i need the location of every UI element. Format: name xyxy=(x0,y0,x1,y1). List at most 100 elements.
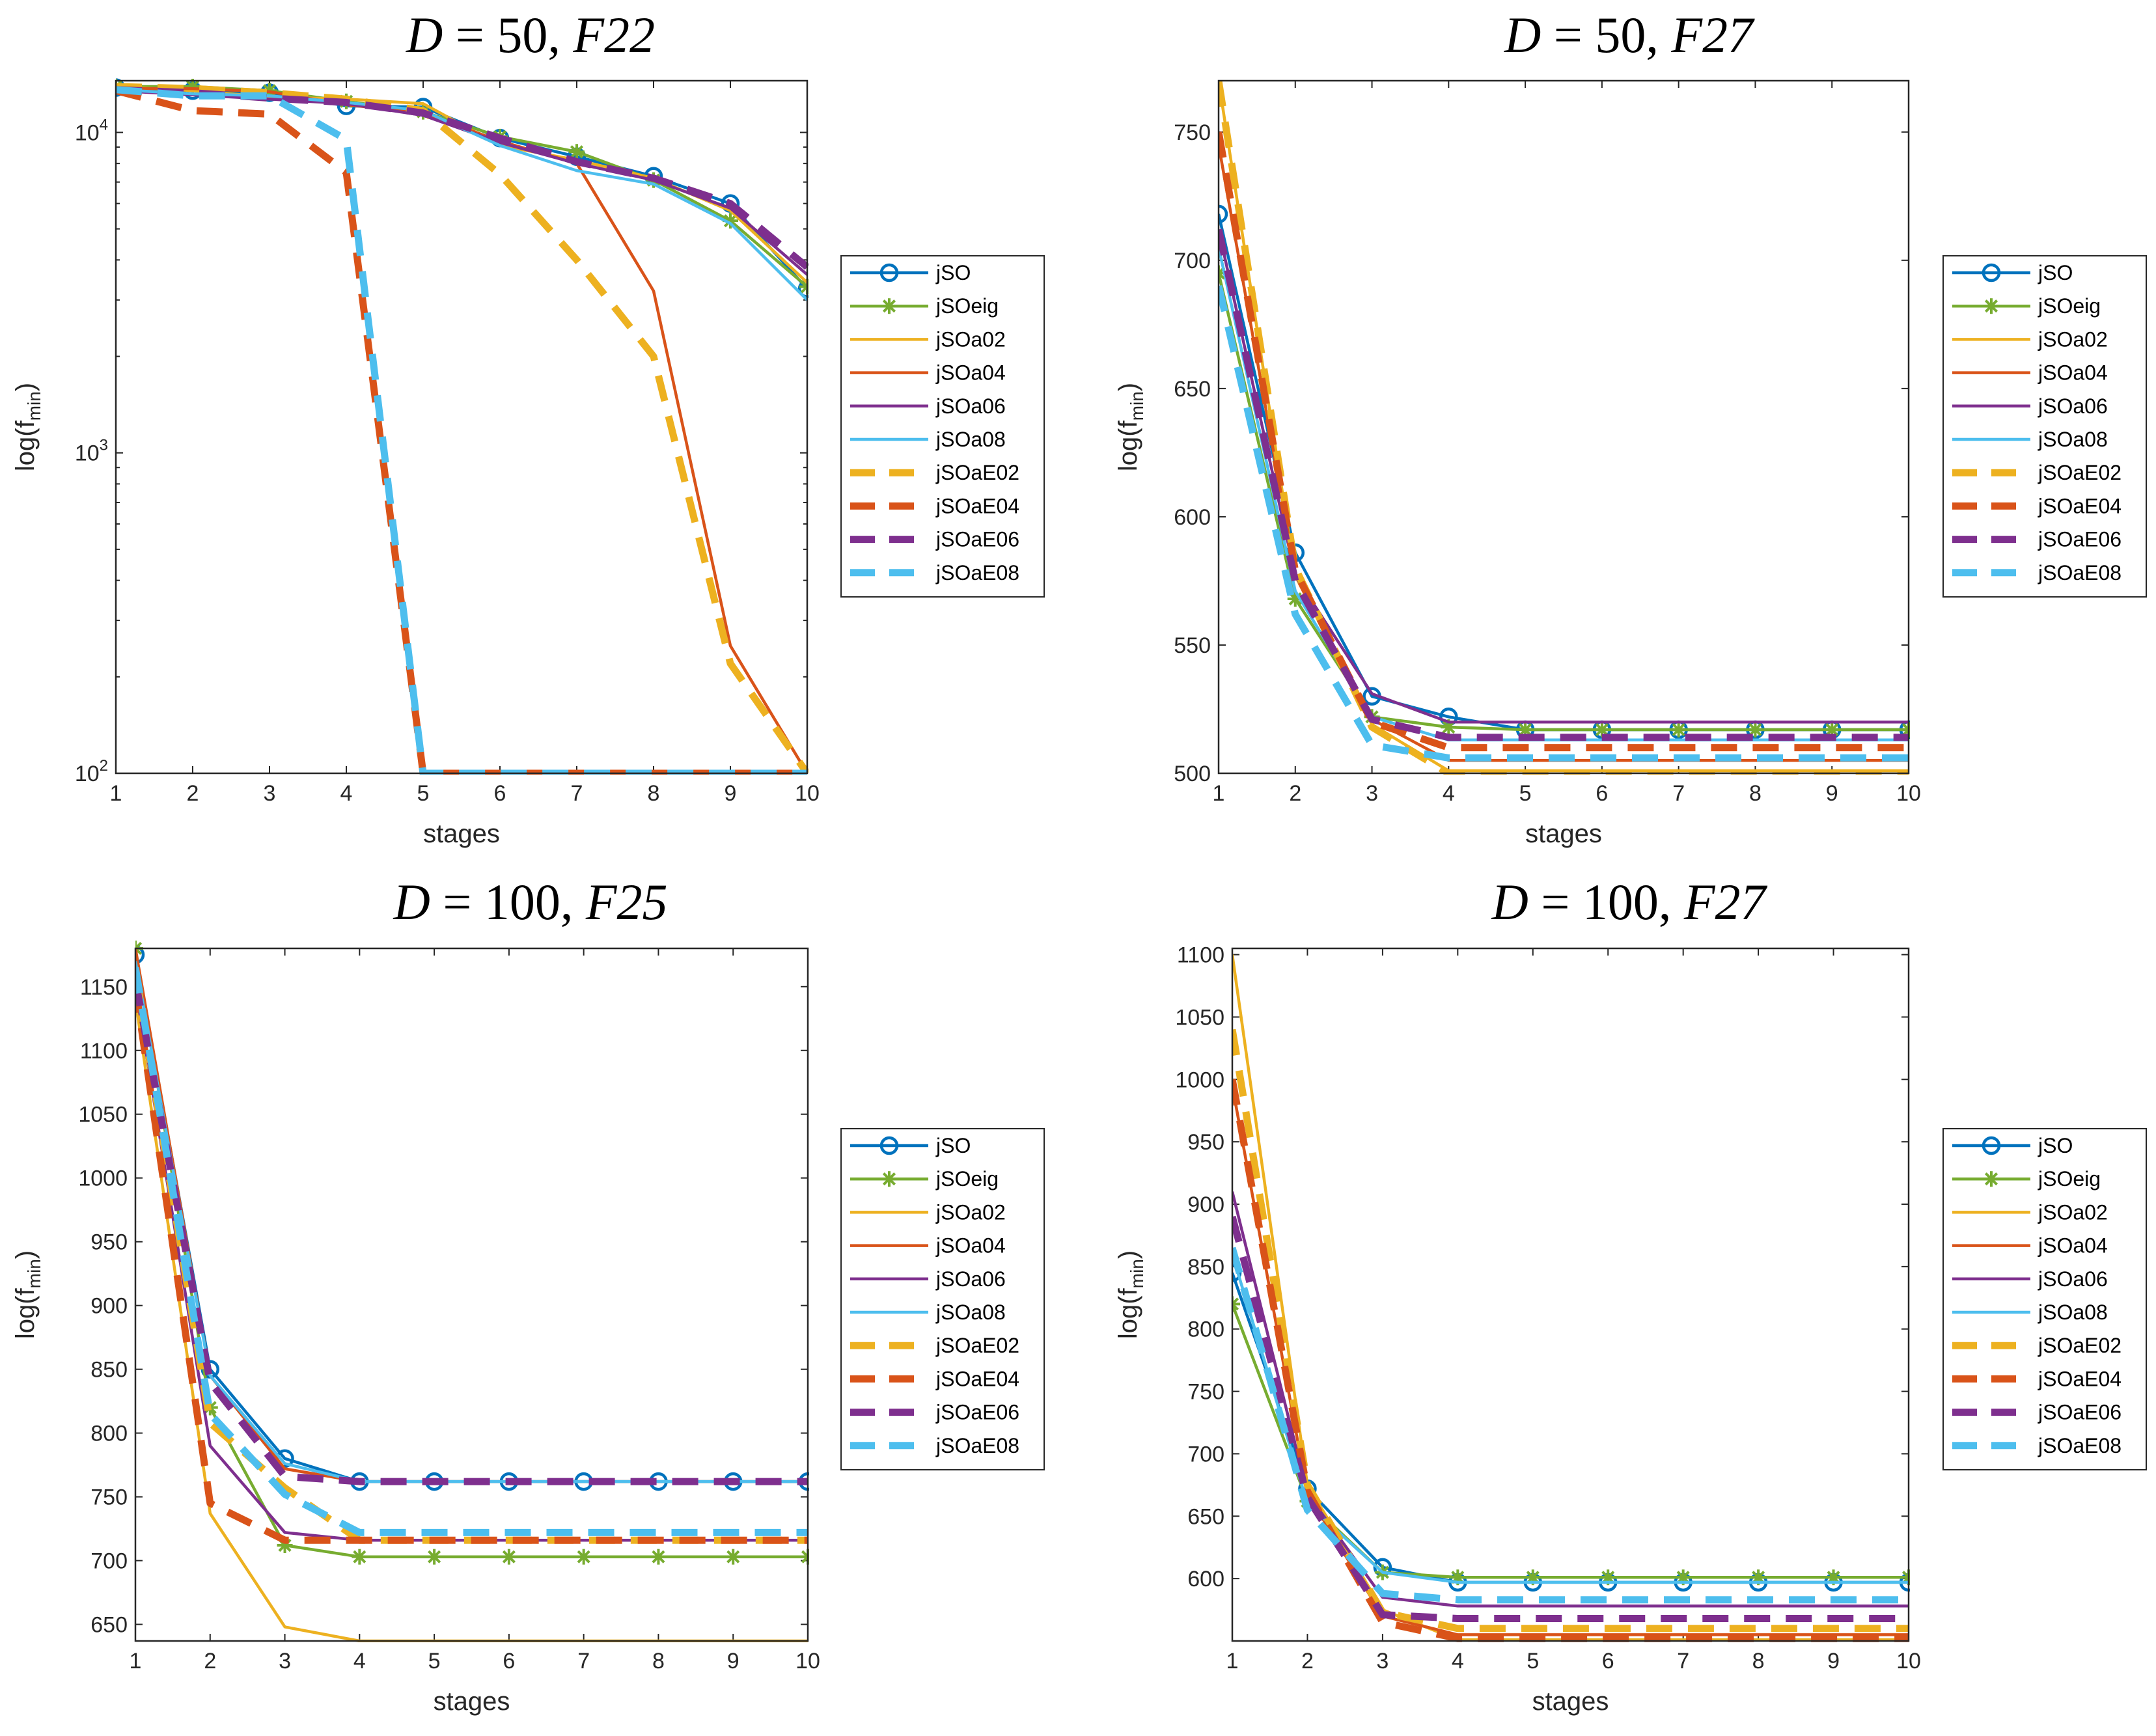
panel-1-series-jsoae06 xyxy=(116,86,808,270)
panel-3-legend-label: jSOa06 xyxy=(935,1267,1006,1291)
panel-2-legend-label: jSOa04 xyxy=(2038,361,2108,385)
panel-2-title: D = 50, F27 xyxy=(1504,7,1755,63)
panel-4-jsoeig-asterisk-marker-stroke xyxy=(1232,1302,1239,1311)
panel-4-legend-item-jsoa08: jSOa08 xyxy=(1952,1301,2108,1324)
panel-3-legend-item-jsoa08: jSOa08 xyxy=(850,1301,1006,1324)
panel-1-jsoeig-asterisk-marker-stroke xyxy=(723,214,738,228)
panel-1-legend-item-jsoa04: jSOa04 xyxy=(850,361,1006,385)
panel-2-axes-frame xyxy=(1217,79,1910,775)
panel-3-ytick-label: 1100 xyxy=(80,1039,128,1064)
panel-1-ytick-label: 103 xyxy=(75,437,108,466)
panel-1-ylabel-sub: min xyxy=(24,391,44,420)
panel-1-ytick-exp: 3 xyxy=(100,437,108,454)
panel-2-legend-item-jsoa04: jSOa04 xyxy=(1952,361,2108,385)
panel-2-legend-item-jsoeig: jSOeig xyxy=(1952,294,2101,318)
panel-2-axes-background xyxy=(1219,81,1909,773)
panel-4-legend-item-jsoa04: jSOa04 xyxy=(1952,1234,2108,1258)
panel-1-ytick-exp: 4 xyxy=(100,116,108,133)
panel-2-ytick-label: 750 xyxy=(1174,120,1211,145)
panel-1-jsoeig-asterisk-marker-stroke xyxy=(570,145,584,159)
panel-3-jsoeig-asterisk-marker-stroke xyxy=(726,1550,740,1564)
panel-1-title-sep: , xyxy=(547,7,573,63)
panel-3-axes-frame xyxy=(134,947,809,1642)
panel-1-ylabel-end: ) xyxy=(11,383,40,391)
panel-4-ytick-label: 700 xyxy=(1187,1442,1224,1467)
panel-2-xtick-label: 4 xyxy=(1443,781,1455,806)
panel-2-legend-item-jsoa08: jSOa08 xyxy=(1952,428,2108,451)
panel-3-xtick-label: 10 xyxy=(795,1649,820,1674)
panel-3-jsoeig-asterisk-marker-stroke xyxy=(353,1550,366,1564)
panel-3-xtick-label: 6 xyxy=(503,1649,515,1674)
panel-1-title-lhs: D xyxy=(406,7,443,63)
panel-2-ytick-label: 700 xyxy=(1174,249,1211,273)
panel-3-legend-label: jSOaE06 xyxy=(935,1401,1019,1424)
panel-3-legend-item-jsoa04: jSOa04 xyxy=(850,1234,1006,1258)
panel-3-legend-item-jsoae06: jSOaE06 xyxy=(850,1401,1019,1424)
panel-4-axes-background xyxy=(1232,948,1909,1641)
panel-1-axes-frame xyxy=(115,79,808,775)
panel-1-ytick-base: 10 xyxy=(75,441,100,466)
panel-3-legend-label: jSO xyxy=(935,1134,971,1157)
panel-4-legend-item-jsoae08: jSOaE08 xyxy=(1952,1434,2121,1457)
panel-4-jsoeig-asterisk-marker-stroke xyxy=(1232,1297,1239,1306)
panel-3-legend-label: jSOaE08 xyxy=(935,1434,1019,1457)
panel-3-xtick-label: 1 xyxy=(130,1649,142,1674)
panel-4-legend: jSO jSOeig jSOa02 jSOa04 jSOa06 jSOa08 jSOaE02… xyxy=(1942,1128,2147,1470)
panel-1-title-dim: 50 xyxy=(497,7,547,63)
panel-4-xtick-label: 1 xyxy=(1226,1649,1239,1674)
panel-1-legend-item-jso: jSO xyxy=(850,261,971,284)
panel-4-title-func: F27 xyxy=(1683,874,1768,930)
panel-4-legend-item-jsoa02: jSOa02 xyxy=(1952,1200,2108,1224)
panel-2-series-jsoae06 xyxy=(1219,228,1909,741)
panel-3-xtick-label: 2 xyxy=(204,1649,216,1674)
panel-3-legend-item-jso: jSO xyxy=(850,1134,971,1157)
panel-1-legend-item-jsoae04: jSOaE04 xyxy=(850,494,1019,517)
panel-2-legend-label: jSOeig xyxy=(2038,294,2101,318)
panel-3-legend-label: jSOa08 xyxy=(935,1301,1006,1324)
panel-4-series-jsoae08 xyxy=(1232,1247,1909,1604)
panel-1-xtick-label: 9 xyxy=(725,781,737,806)
panel-4-legend-item-jsoae06: jSOaE06 xyxy=(1952,1401,2121,1424)
panel-4-xtick-label: 2 xyxy=(1301,1649,1314,1674)
panel-3-ylabel-end: ) xyxy=(11,1250,40,1259)
panel-4-xtick-label: 3 xyxy=(1376,1649,1389,1674)
panel-3-ytick-label: 1000 xyxy=(78,1166,128,1191)
panel-3-legend-item-jsoa02: jSOa02 xyxy=(850,1200,1006,1224)
panel-3-ylabel-sub: min xyxy=(24,1259,44,1288)
panel-3-jsoeig-asterisk-marker-stroke xyxy=(502,1550,516,1564)
panel-3-ylabel: log(fmin) xyxy=(11,1250,44,1339)
panel-3-legend-label: jSOeig xyxy=(935,1167,999,1191)
panel-2-legend-item-jsoae08: jSOaE08 xyxy=(1952,561,2121,585)
panel-1-ylabel-main: log(f xyxy=(11,420,40,471)
panel-4-ytick-label: 650 xyxy=(1187,1504,1224,1529)
panel-2-title-sep: , xyxy=(1646,7,1671,63)
panel-2-legend-label: jSOaE06 xyxy=(2038,528,2121,551)
panel-2-legend-label: jSOa06 xyxy=(2038,394,2108,418)
panel-4-series-jsoae04 xyxy=(1232,1079,1909,1642)
panel-4-ytick-label: 900 xyxy=(1187,1192,1224,1217)
panel-1-ytick-exp: 2 xyxy=(100,757,108,775)
panel-3-series-jsoae06 xyxy=(135,979,808,1485)
panel-2-title-eq: = xyxy=(1541,7,1595,63)
panel-4-legend-item-jsoeig: jSOeig xyxy=(1952,1167,2101,1191)
panel-3-xlabel: stages xyxy=(434,1687,510,1716)
panel-2-jsoeig-asterisk-marker-stroke xyxy=(1825,723,1839,737)
panel-3-title-eq: = xyxy=(430,874,484,930)
panel-4-legend-label: jSO xyxy=(2038,1134,2073,1157)
panel-4-legend-item-jsoae04: jSOaE04 xyxy=(1952,1367,2121,1390)
panel-2-xlabel: stages xyxy=(1525,820,1602,848)
panel-2-ytick-label: 550 xyxy=(1174,633,1211,658)
panel-2-series-jsoae08 xyxy=(1219,285,1909,762)
panel-4-series-jsoae02 xyxy=(1232,1028,1909,1633)
panel-1-xtick-label: 6 xyxy=(494,781,506,806)
panel-2-xtick-label: 7 xyxy=(1672,781,1685,806)
panel-2-xtick-label: 6 xyxy=(1596,781,1608,806)
panel-1-legend-item-jsoa08: jSOa08 xyxy=(850,428,1006,451)
panel-3-legend-label: jSOaE04 xyxy=(935,1367,1019,1390)
panel-2-xtick-label: 5 xyxy=(1519,781,1532,806)
panel-1-xtick-label: 4 xyxy=(340,781,353,806)
panel-2-xtick-label: 8 xyxy=(1749,781,1762,806)
panel-2-ytick-label: 500 xyxy=(1174,762,1211,786)
panel-2-jsoeig-asterisk-marker-stroke xyxy=(1595,723,1609,737)
